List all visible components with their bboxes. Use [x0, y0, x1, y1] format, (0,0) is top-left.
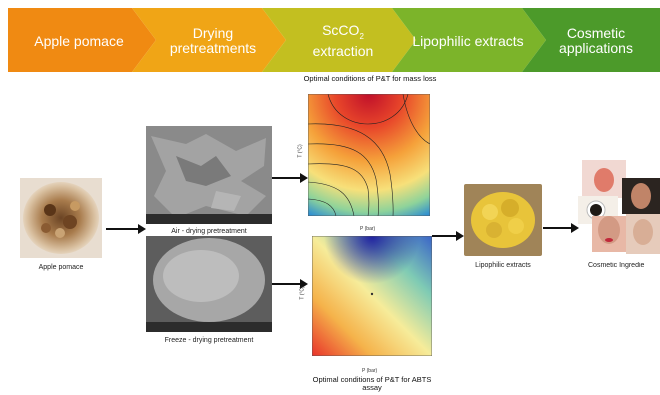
- mass-loss-plot-title: Optimal conditions of P&T for mass loss: [303, 74, 437, 83]
- arrow-to-lipophilic: [432, 231, 464, 241]
- cosmetic-collage: [578, 160, 660, 254]
- chevron-apple-pomace: [8, 8, 156, 72]
- arrow-to-cosmetic: [543, 223, 579, 233]
- stage-label-apple-pomace: Apple pomace: [34, 32, 124, 49]
- arrow-freeze-to-plot: [272, 279, 308, 289]
- lipophilic-extracts-photo: [464, 184, 542, 256]
- freeze-drying-sem-image: [146, 236, 272, 332]
- chevron-drying: [132, 8, 286, 72]
- chevron-lipophilic: [392, 8, 546, 72]
- stage-label-scco2: ScCO2 extraction: [278, 23, 408, 59]
- chevron-scco2: [262, 8, 416, 72]
- stage-label-cosmetic: Cosmetic applications: [559, 25, 633, 56]
- cosmetic-caption: Cosmetic Ingredie: [588, 262, 645, 269]
- abts-xlabel: P (bar): [362, 368, 378, 374]
- mass-loss-contour-plot: [308, 94, 430, 216]
- chevron-cosmetic: [522, 8, 660, 72]
- freeze-drying-caption: Freeze - drying pretreatment: [164, 337, 254, 344]
- arrow-to-drying: [106, 224, 146, 234]
- arrow-air-to-plot: [272, 173, 308, 183]
- air-drying-sem-image: [146, 126, 272, 224]
- stage-label-drying: Drying pretreatments: [169, 25, 257, 56]
- abts-plot-title: Optimal conditions of P&T for ABTS assay: [312, 375, 432, 392]
- stage-label-lipophilic: Lipophilic extracts: [412, 32, 524, 49]
- mass-loss-xlabel: P (bar): [360, 226, 376, 232]
- apple-pomace-caption: Apple pomace: [38, 264, 84, 271]
- air-drying-caption: Air - drying pretreatment: [171, 228, 247, 235]
- apple-pomace-photo: [20, 178, 102, 258]
- abts-response-plot: [312, 236, 432, 356]
- scco2-prefix: ScCO: [322, 22, 360, 39]
- mass-loss-ylabel: T (°C): [297, 144, 304, 158]
- abts-ylabel: T (°C): [299, 286, 306, 300]
- scco2-subscript: 2: [359, 31, 364, 41]
- lipophilic-caption: Lipophilic extracts: [475, 262, 531, 269]
- scco2-suffix: extraction: [312, 42, 374, 59]
- process-banner: [8, 8, 660, 72]
